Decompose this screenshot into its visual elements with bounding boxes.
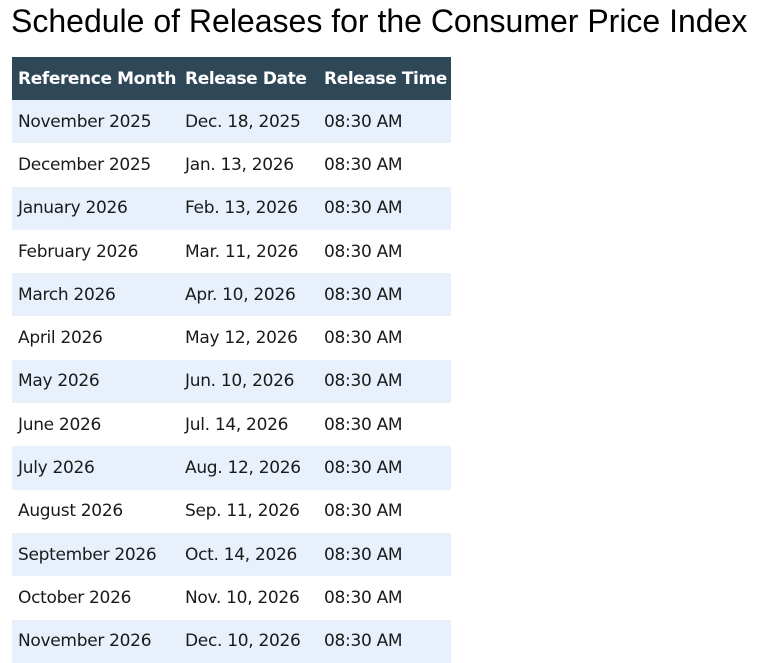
reference-month-cell: June 2026 (12, 403, 179, 447)
table-row: June 2026 Jul. 14, 2026 08:30 AM (12, 403, 451, 447)
table-row: February 2026 Mar. 11, 2026 08:30 AM (12, 229, 451, 274)
reference-month-cell: February 2026 (12, 229, 179, 274)
reference-month-cell: November 2025 (12, 100, 179, 144)
release-time-cell: 08:30 AM (318, 273, 451, 317)
table-row: January 2026 Feb. 13, 2026 08:30 AM (12, 186, 451, 230)
reference-month-cell: March 2026 (12, 273, 179, 317)
release-time-cell: 08:30 AM (318, 446, 451, 490)
column-header-release-date: Release Date (179, 57, 318, 100)
release-time-cell: 08:30 AM (318, 186, 451, 230)
release-date-cell: Sep. 11, 2026 (179, 489, 318, 533)
release-date-cell: Jan. 13, 2026 (179, 143, 318, 187)
table-header-row: Reference Month Release Date Release Tim… (12, 57, 451, 100)
release-schedule-table: Reference Month Release Date Release Tim… (12, 57, 451, 663)
release-time-cell: 08:30 AM (318, 359, 451, 404)
table-row: December 2025 Jan. 13, 2026 08:30 AM (12, 143, 451, 187)
table-row: May 2026 Jun. 10, 2026 08:30 AM (12, 359, 451, 404)
release-time-cell: 08:30 AM (318, 316, 451, 360)
release-time-cell: 08:30 AM (318, 619, 451, 663)
table-row: November 2025 Dec. 18, 2025 08:30 AM (12, 100, 451, 144)
table-row: March 2026 Apr. 10, 2026 08:30 AM (12, 273, 451, 317)
release-time-cell: 08:30 AM (318, 229, 451, 274)
release-date-cell: Apr. 10, 2026 (179, 273, 318, 317)
release-date-cell: May 12, 2026 (179, 316, 318, 360)
reference-month-cell: August 2026 (12, 489, 179, 533)
release-time-cell: 08:30 AM (318, 143, 451, 187)
reference-month-cell: January 2026 (12, 186, 179, 230)
table-row: November 2026 Dec. 10, 2026 08:30 AM (12, 619, 451, 663)
release-date-cell: Mar. 11, 2026 (179, 229, 318, 274)
release-date-cell: Aug. 12, 2026 (179, 446, 318, 490)
release-time-cell: 08:30 AM (318, 403, 451, 447)
release-date-cell: Jul. 14, 2026 (179, 403, 318, 447)
reference-month-cell: April 2026 (12, 316, 179, 360)
release-date-cell: Dec. 10, 2026 (179, 619, 318, 663)
release-date-cell: Oct. 14, 2026 (179, 532, 318, 577)
release-time-cell: 08:30 AM (318, 576, 451, 620)
release-date-cell: Jun. 10, 2026 (179, 359, 318, 404)
release-time-cell: 08:30 AM (318, 489, 451, 533)
reference-month-cell: September 2026 (12, 532, 179, 577)
reference-month-cell: May 2026 (12, 359, 179, 404)
column-header-release-time: Release Time (318, 57, 451, 100)
table-row: October 2026 Nov. 10, 2026 08:30 AM (12, 576, 451, 620)
reference-month-cell: November 2026 (12, 619, 179, 663)
table-row: August 2026 Sep. 11, 2026 08:30 AM (12, 489, 451, 533)
release-date-cell: Feb. 13, 2026 (179, 186, 318, 230)
release-date-cell: Nov. 10, 2026 (179, 576, 318, 620)
table-row: September 2026 Oct. 14, 2026 08:30 AM (12, 532, 451, 577)
reference-month-cell: July 2026 (12, 446, 179, 490)
column-header-reference-month: Reference Month (12, 57, 179, 100)
release-time-cell: 08:30 AM (318, 100, 451, 144)
table-row: April 2026 May 12, 2026 08:30 AM (12, 316, 451, 360)
page-title: Schedule of Releases for the Consumer Pr… (11, 3, 748, 39)
release-time-cell: 08:30 AM (318, 532, 451, 577)
release-date-cell: Dec. 18, 2025 (179, 100, 318, 144)
reference-month-cell: December 2025 (12, 143, 179, 187)
table-row: July 2026 Aug. 12, 2026 08:30 AM (12, 446, 451, 490)
reference-month-cell: October 2026 (12, 576, 179, 620)
